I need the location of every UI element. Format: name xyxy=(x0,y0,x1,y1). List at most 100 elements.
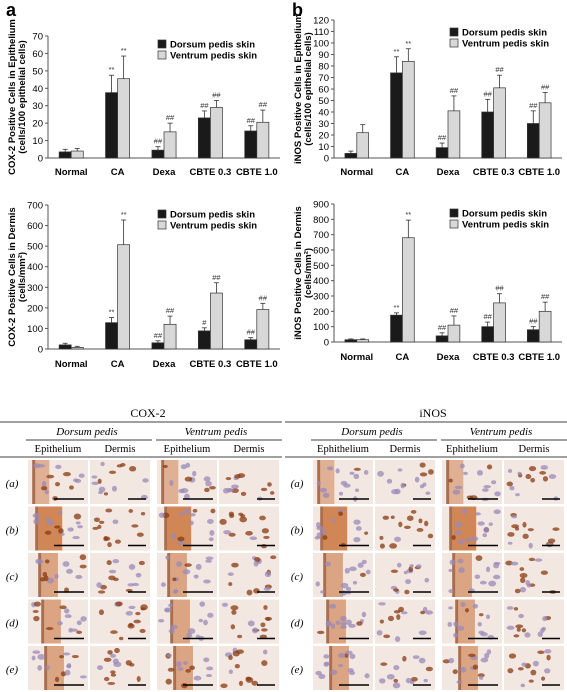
cell-nucleus xyxy=(75,521,81,525)
y-axis-label: COX-2 Positive Cells in Epithelium xyxy=(7,19,18,175)
cell-nucleus xyxy=(389,543,398,549)
cell-nucleus xyxy=(478,613,484,617)
cell-nucleus xyxy=(109,653,116,658)
category-label: Dexa xyxy=(437,352,460,363)
significance-label: ## xyxy=(495,65,504,74)
cell-nucleus xyxy=(409,564,414,568)
category-label: Dexa xyxy=(437,167,460,178)
bar xyxy=(256,309,270,350)
cell-nucleus xyxy=(488,522,493,526)
cell-nucleus xyxy=(41,481,47,487)
micrograph-image xyxy=(442,553,502,597)
cell-nucleus xyxy=(484,652,490,659)
cell-nucleus xyxy=(142,478,149,483)
keratin-layer xyxy=(458,646,462,690)
cell-nucleus xyxy=(106,560,112,566)
y-tick-label: 500 xyxy=(313,261,329,272)
cell-nucleus xyxy=(57,621,63,626)
cell-nucleus xyxy=(185,669,191,673)
y-tick-label: 30 xyxy=(318,119,329,130)
keratin-layer xyxy=(446,460,450,504)
cell-nucleus xyxy=(335,620,341,626)
legend-label: Dorsum pedis skin xyxy=(170,40,255,51)
cell-nucleus xyxy=(339,625,347,629)
bar xyxy=(447,324,461,343)
cell-nucleus xyxy=(403,525,411,529)
cell-nucleus xyxy=(340,615,347,622)
row-label: (d) xyxy=(291,618,304,630)
epithelium-stain xyxy=(320,460,335,504)
y-tick-label: 40 xyxy=(318,108,329,119)
inos-micrographs: iNOS Dorsum pedis Ventrum pedis Ephithelium… xyxy=(285,406,567,690)
cell-nucleus xyxy=(185,462,191,468)
cell-nucleus xyxy=(71,654,79,659)
micrograph-image xyxy=(219,506,279,551)
y-tick-label: 70 xyxy=(32,32,43,43)
significance-label: ## xyxy=(438,133,447,142)
cell-nucleus xyxy=(483,527,490,533)
y-axis-label-units: (cells/mm²) xyxy=(303,248,314,298)
cell-nucleus xyxy=(168,628,175,634)
cell-nucleus xyxy=(41,485,48,491)
category-label: CBTE 1.0 xyxy=(518,167,560,178)
y-axis-label-units: (cells/mm²) xyxy=(17,252,28,302)
cell-nucleus xyxy=(453,621,459,627)
cell-nucleus xyxy=(316,481,321,486)
cell-nucleus xyxy=(166,653,172,658)
category-label: CBTE 1.0 xyxy=(518,352,560,363)
cell-nucleus xyxy=(519,586,527,593)
cell-nucleus xyxy=(453,632,459,638)
bar xyxy=(244,130,258,159)
section-title: COX-2 xyxy=(130,406,165,420)
y-axis-label: iNOS Positive Cells in Dermis xyxy=(293,206,304,340)
bar xyxy=(70,150,84,159)
y-tick-label: 400 xyxy=(313,276,329,287)
cell-nucleus xyxy=(485,614,491,620)
cell-nucleus xyxy=(405,677,412,684)
cell-nucleus xyxy=(203,619,208,626)
cell-nucleus xyxy=(184,476,193,482)
cell-nucleus xyxy=(456,625,465,631)
y-tick-label: 50 xyxy=(318,96,329,107)
cell-nucleus xyxy=(448,478,453,483)
cell-nucleus xyxy=(416,528,424,532)
category-label: Normal xyxy=(55,167,88,178)
significance-label: # xyxy=(202,318,207,327)
cell-nucleus xyxy=(478,675,484,680)
bar xyxy=(344,153,358,159)
cell-nucleus xyxy=(199,601,206,607)
cell-nucleus xyxy=(44,530,52,535)
cell-nucleus xyxy=(262,649,268,655)
cell-nucleus xyxy=(79,564,87,569)
significance-label: ** xyxy=(121,46,127,55)
cell-nucleus xyxy=(330,623,336,629)
cell-nucleus xyxy=(325,620,332,627)
panel-label-b: b xyxy=(292,0,303,20)
category-label: CA xyxy=(111,167,125,178)
cell-nucleus xyxy=(338,653,346,659)
cell-nucleus xyxy=(394,636,401,643)
cell-nucleus xyxy=(359,572,366,577)
micrograph-image xyxy=(157,599,217,644)
significance-label: ** xyxy=(394,47,400,56)
cell-nucleus xyxy=(532,660,539,667)
cell-nucleus xyxy=(263,605,268,610)
cell-nucleus xyxy=(316,525,324,531)
significance-label: ## xyxy=(247,116,256,125)
cell-nucleus xyxy=(464,537,471,543)
cell-nucleus xyxy=(364,673,370,679)
legend-label: Dorsum pedis skin xyxy=(462,28,547,39)
micrograph-image xyxy=(219,646,279,690)
significance-label: ## xyxy=(154,331,163,340)
category-label: CA xyxy=(396,167,410,178)
cell-nucleus xyxy=(128,508,134,513)
cell-nucleus xyxy=(415,564,422,569)
cell-nucleus xyxy=(31,655,36,661)
micrograph-image xyxy=(313,506,373,551)
cell-nucleus xyxy=(472,603,479,609)
cell-nucleus xyxy=(108,470,117,474)
image-background xyxy=(375,646,435,690)
cell-nucleus xyxy=(390,569,399,574)
bar xyxy=(151,149,165,159)
y-tick-label: 200 xyxy=(313,307,329,318)
